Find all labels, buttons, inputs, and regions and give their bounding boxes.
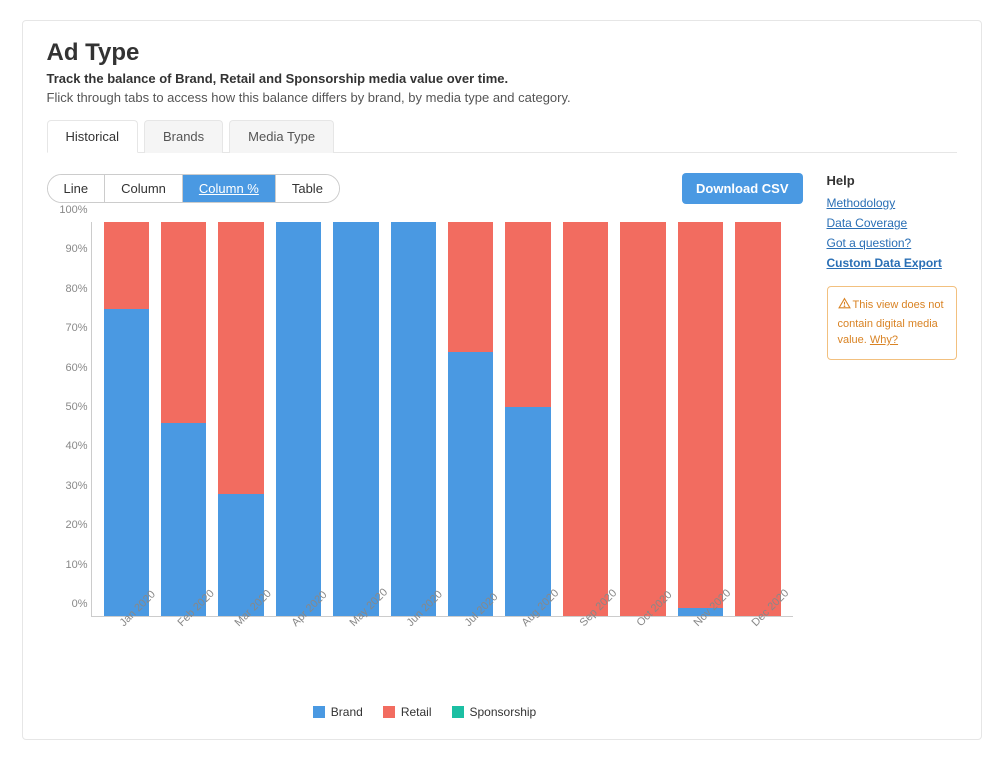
legend-swatch [452, 706, 464, 718]
y-axis-tick: 90% [48, 243, 88, 255]
bar-segment-retail [505, 222, 550, 407]
bar-segment-brand [391, 222, 436, 616]
bar-column: Jun 2020 [391, 222, 436, 616]
view-mode-column[interactable]: Column [105, 175, 183, 202]
tab-bar: HistoricalBrandsMedia Type [47, 119, 957, 153]
bar-column: Apr 2020 [276, 222, 321, 616]
view-mode-table[interactable]: Table [276, 175, 339, 202]
y-axis-tick: 50% [48, 401, 88, 413]
bar-column: May 2020 [333, 222, 378, 616]
tab-brands[interactable]: Brands [144, 120, 223, 153]
bar-segment-retail [563, 222, 608, 616]
y-axis-tick: 70% [48, 322, 88, 334]
bar-column: Nov 2020 [678, 222, 723, 616]
y-axis-tick: 40% [48, 440, 88, 452]
legend-swatch [313, 706, 325, 718]
bar-segment-brand [333, 222, 378, 616]
bar-segment-brand [276, 222, 321, 616]
page-subtitle: Flick through tabs to access how this ba… [47, 90, 957, 105]
y-axis-tick: 80% [48, 283, 88, 295]
view-mode-toggle: LineColumnColumn %Table [47, 174, 340, 203]
bar-column: Jul 2020 [448, 222, 493, 616]
bar-column: Oct 2020 [620, 222, 665, 616]
page-title: Ad Type [47, 39, 957, 67]
bar-segment-retail [161, 222, 206, 423]
tab-media-type[interactable]: Media Type [229, 120, 334, 153]
legend-label: Brand [331, 705, 363, 719]
bar-column: Sep 2020 [563, 222, 608, 616]
warning-icon [838, 297, 851, 316]
legend-item-brand[interactable]: Brand [313, 705, 363, 719]
warning-box: This view does not contain digital media… [827, 286, 957, 360]
legend-swatch [383, 706, 395, 718]
download-csv-button[interactable]: Download CSV [682, 173, 802, 204]
y-axis-tick: 20% [48, 519, 88, 531]
stacked-column-chart: 0%10%20%30%40%50%60%70%80%90%100%Jan 202… [91, 222, 793, 617]
tab-historical[interactable]: Historical [47, 120, 138, 153]
help-title: Help [827, 173, 957, 188]
page-subtitle-bold: Track the balance of Brand, Retail and S… [47, 71, 957, 86]
bars-container: Jan 2020 Feb 2020 Mar 2020 Apr 2020 May 2020… [92, 222, 793, 616]
bar-segment-brand [104, 309, 149, 616]
help-link-methodology[interactable]: Methodology [827, 196, 957, 210]
bar-segment-retail [678, 222, 723, 608]
bar-column: Aug 2020 [505, 222, 550, 616]
bar-column: Dec 2020 [735, 222, 780, 616]
bar-column: Feb 2020 [161, 222, 206, 616]
y-axis-tick: 10% [48, 559, 88, 571]
help-link-data-coverage[interactable]: Data Coverage [827, 216, 957, 230]
y-axis-tick: 30% [48, 480, 88, 492]
warning-why-link[interactable]: Why? [870, 334, 898, 346]
bar-column: Jan 2020 [104, 222, 149, 616]
chart-legend: Brand Retail Sponsorship [47, 705, 803, 719]
legend-label: Sponsorship [470, 705, 537, 719]
bar-column: Mar 2020 [218, 222, 263, 616]
help-link-got-a-question-[interactable]: Got a question? [827, 236, 957, 250]
bar-segment-retail [218, 222, 263, 494]
bar-segment-brand [161, 423, 206, 616]
bar-segment-brand [448, 352, 493, 616]
bar-segment-retail [448, 222, 493, 352]
bar-segment-retail [104, 222, 149, 309]
help-link-custom-data-export[interactable]: Custom Data Export [827, 256, 957, 270]
y-axis-tick: 100% [48, 204, 88, 216]
y-axis-tick: 60% [48, 362, 88, 374]
view-mode-column-[interactable]: Column % [183, 175, 276, 202]
y-axis-tick: 0% [48, 598, 88, 610]
help-sidebar: Help Methodology Data Coverage Got a quest… [827, 173, 957, 719]
bar-segment-retail [620, 222, 665, 616]
ad-type-panel: Ad Type Track the balance of Brand, Reta… [22, 20, 982, 740]
view-mode-line[interactable]: Line [48, 175, 106, 202]
bar-segment-brand [505, 407, 550, 616]
legend-label: Retail [401, 705, 432, 719]
legend-item-sponsorship[interactable]: Sponsorship [452, 705, 537, 719]
legend-item-retail[interactable]: Retail [383, 705, 432, 719]
bar-segment-retail [735, 222, 780, 616]
